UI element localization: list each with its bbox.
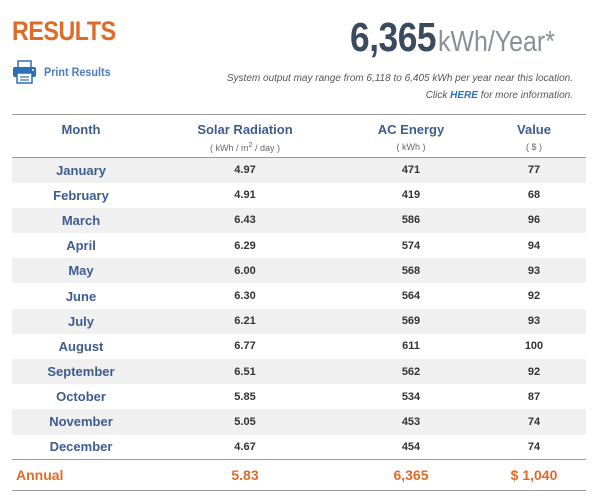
value-cell: 87 — [527, 390, 541, 403]
ac-energy-cell: 574 — [401, 239, 421, 252]
ac-energy-cell: 568 — [340, 258, 482, 284]
solar-radiation-cell: 6.00 — [150, 258, 340, 284]
month-cell: August — [58, 338, 104, 354]
column-header-month: Month — [12, 115, 150, 158]
annual-label: Annual — [16, 467, 64, 484]
month-cell: July — [12, 308, 150, 334]
ac-energy-cell: 586 — [340, 207, 482, 234]
table-row: August 6.77 611 100 — [12, 334, 586, 359]
column-header-ac-energy: AC Energy ( kWh ) — [340, 115, 482, 158]
ac-energy-cell: 471 — [340, 157, 482, 183]
annual-solar: 5.83 — [231, 467, 259, 484]
value-cell: 92 — [527, 290, 541, 303]
annual-total-value: 6,365 — [349, 14, 437, 60]
column-header-value: Value ( $ ) — [482, 115, 586, 158]
ac-energy-cell: 562 — [340, 359, 482, 385]
ac-energy-cell: 569 — [340, 308, 482, 334]
ac-energy-cell: 454 — [401, 440, 421, 453]
table-row: December 4.67 454 74 — [12, 435, 586, 460]
value-cell: 93 — [482, 258, 586, 284]
month-cell: May — [12, 258, 150, 284]
more-info-link[interactable]: HERE — [450, 90, 478, 101]
table-row: July 6.21 569 93 — [12, 308, 586, 334]
results-table: Month Solar Radiation ( kWh / m2 / day )… — [12, 114, 586, 491]
solar-radiation-cell: 4.67 — [234, 440, 256, 453]
solar-radiation-cell: 4.97 — [150, 157, 340, 183]
solar-radiation-cell: 4.91 — [234, 189, 256, 202]
annual-total: 6,365 kWh/Year* — [336, 14, 574, 61]
table-row: September 6.51 562 92 — [12, 359, 586, 385]
table-row: April 6.29 574 94 — [12, 233, 586, 258]
column-header-value-unit: ( $ ) — [525, 142, 542, 152]
table-row: February 4.91 419 68 — [12, 183, 586, 208]
annual-total-unit: kWh/Year* — [438, 26, 555, 58]
value-cell: 68 — [527, 189, 541, 202]
annual-ac-energy: 6,365 — [393, 467, 429, 484]
annual-row: Annual 5.83 6,365 $ 1,040 — [12, 459, 586, 491]
month-cell: October — [56, 389, 106, 405]
solar-radiation-cell: 6.29 — [234, 239, 256, 252]
value-cell: 93 — [482, 308, 586, 334]
month-cell: September — [12, 359, 150, 385]
month-cell: June — [65, 288, 97, 304]
solar-unit-sup: 2 — [248, 142, 253, 149]
solar-radiation-cell: 5.05 — [150, 409, 340, 435]
month-cell: November — [12, 409, 150, 435]
click-suffix: for more information. — [477, 90, 573, 101]
ac-energy-cell: 453 — [340, 409, 482, 435]
output-range-note: System output may range from 6,118 to 6,… — [226, 73, 573, 84]
column-header-ac-label: AC Energy — [377, 122, 445, 137]
annual-value: $ 1,040 — [510, 467, 558, 484]
ac-energy-cell: 611 — [402, 340, 420, 353]
ac-energy-cell: 534 — [401, 390, 421, 403]
click-prefix: Click — [425, 90, 451, 101]
table-row: January 4.97 471 77 — [12, 157, 586, 183]
column-header-value-label: Value — [517, 122, 551, 137]
table-row: March 6.43 586 96 — [12, 207, 586, 234]
value-cell: 92 — [482, 359, 586, 385]
month-cell: April — [66, 238, 96, 254]
column-header-solar-label: Solar Radiation — [197, 122, 293, 137]
solar-radiation-cell: 6.51 — [150, 359, 340, 385]
table-row: November 5.05 453 74 — [12, 409, 586, 435]
column-header-solar-unit: ( kWh / m2 / day ) — [150, 142, 340, 153]
column-header-month-label: Month — [61, 122, 101, 137]
solar-radiation-cell: 6.30 — [234, 290, 256, 303]
month-cell: March — [12, 207, 150, 234]
solar-unit-post: / day ) — [252, 143, 280, 153]
table-row: May 6.00 568 93 — [12, 258, 586, 284]
solar-radiation-cell: 6.43 — [150, 207, 340, 234]
print-results-button[interactable]: Print Results — [12, 60, 118, 84]
table-row: June 6.30 564 92 — [12, 283, 586, 308]
value-cell: 77 — [482, 157, 586, 183]
table-row: October 5.85 534 87 — [12, 384, 586, 409]
solar-unit-pre: ( kWh / m — [210, 143, 249, 153]
column-header-solar-radiation: Solar Radiation ( kWh / m2 / day ) — [150, 115, 340, 158]
solar-radiation-cell: 6.21 — [150, 308, 340, 334]
print-results-label[interactable]: Print Results — [44, 65, 111, 79]
column-header-ac-unit: ( kWh ) — [396, 142, 426, 152]
month-cell: December — [49, 439, 113, 455]
value-cell: 74 — [482, 409, 586, 435]
printer-icon[interactable] — [12, 60, 38, 84]
value-cell: 96 — [482, 207, 586, 234]
value-cell: 74 — [527, 440, 541, 453]
ac-energy-cell: 564 — [401, 290, 421, 303]
month-cell: January — [12, 157, 150, 183]
solar-radiation-cell: 6.77 — [234, 340, 256, 353]
table-header-row: Month Solar Radiation ( kWh / m2 / day )… — [12, 114, 586, 158]
value-cell: 100 — [524, 340, 544, 353]
more-info-note: Click HERE for more information. — [426, 90, 573, 101]
page-title: RESULTS — [12, 16, 116, 46]
month-cell: February — [53, 187, 109, 203]
value-cell: 94 — [527, 239, 541, 252]
solar-radiation-cell: 5.85 — [234, 390, 256, 403]
ac-energy-cell: 419 — [401, 189, 421, 202]
